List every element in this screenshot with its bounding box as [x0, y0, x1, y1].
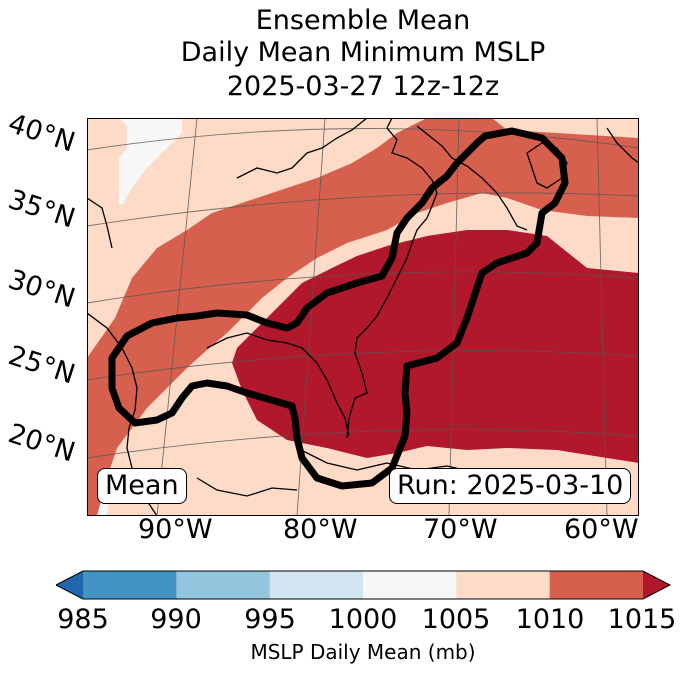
colorbar-tick: 1005 [421, 604, 491, 635]
lon-label-90w: 90°W [138, 514, 213, 545]
lat-label-30n: 30°N [4, 264, 79, 315]
title-line-2: Daily Mean Minimum MSLP [180, 37, 546, 68]
colorbar-tick: 985 [57, 604, 109, 635]
colorbar [56, 570, 672, 600]
colorbar-tick: 990 [150, 604, 202, 635]
pressure-band-1010-1015 [87, 118, 639, 516]
colorbar-segment [363, 571, 457, 599]
title-line-3: 2025-03-27 12z-12z [226, 71, 500, 102]
lon-label-70w: 70°W [423, 514, 498, 545]
colorbar-tick: 1010 [515, 604, 585, 635]
mean-badge: Mean [97, 468, 187, 504]
colorbar-tick: 1000 [328, 604, 398, 635]
map-panel: Mean Run: 2025-03-10 [87, 118, 639, 516]
colorbar-tick: 995 [244, 604, 296, 635]
colorbar-extend-high [643, 571, 670, 599]
lat-label-35n: 35°N [4, 184, 79, 235]
map-canvas [87, 118, 639, 516]
lon-label-60w: 60°W [564, 514, 639, 545]
colorbar-segment [83, 571, 177, 599]
colorbar-label: MSLP Daily Mean (mb) [250, 640, 476, 664]
colorbar-segment [269, 571, 364, 599]
colorbar-segment [549, 571, 644, 599]
title-line-1: Ensemble Mean [255, 5, 471, 36]
colorbar-outline [56, 570, 672, 600]
colorbar-segment [456, 571, 551, 599]
colorbar-tick: 1015 [607, 604, 677, 635]
lat-label-20n: 20°N [4, 418, 79, 469]
run-date-badge: Run: 2025-03-10 [389, 468, 632, 504]
ensemble-contour [108, 127, 569, 490]
lat-label-25n: 25°N [4, 340, 79, 391]
colorbar-segment [176, 571, 271, 599]
lon-label-80w: 80°W [283, 514, 358, 545]
lat-label-40n: 40°N [4, 108, 79, 159]
colorbar-extend-low [56, 571, 83, 599]
